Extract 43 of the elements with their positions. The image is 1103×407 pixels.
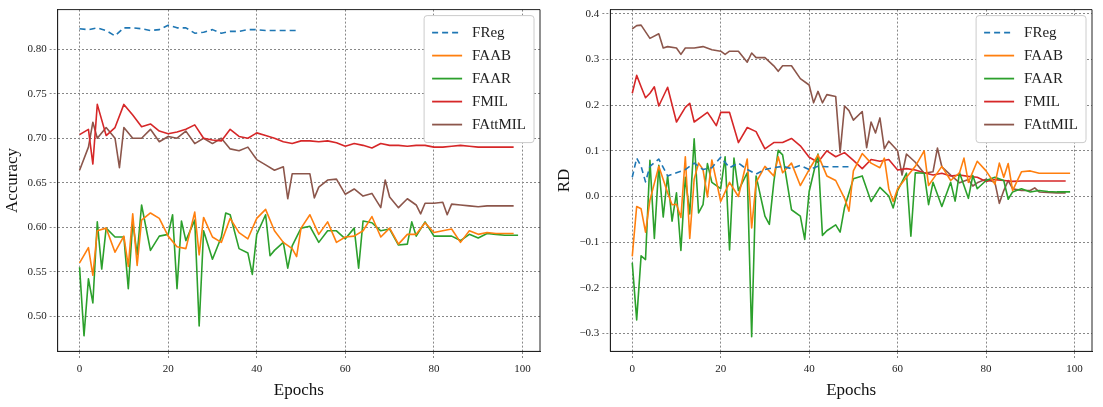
y-axis-title: RD [553, 168, 573, 193]
y-tick-label: 0.2 [585, 97, 600, 110]
legend-label: FAAB [472, 46, 512, 63]
x-axis-title: Epochs [826, 380, 877, 400]
x-tick-label: 80 [980, 361, 993, 374]
y-tick-label: 0.50 [27, 309, 48, 322]
legend-label: FAttMIL [472, 115, 527, 132]
y-tick-label: 0.65 [27, 175, 48, 188]
legend-label: FReg [472, 23, 506, 40]
legend-label: FAAR [1024, 69, 1064, 86]
x-tick-label: 100 [514, 361, 532, 374]
y-tick-label: 0.60 [27, 220, 48, 233]
y-tick-label: −0.3 [579, 326, 600, 339]
y-tick-label: −0.1 [579, 235, 600, 248]
y-tick-label: 0.1 [585, 143, 600, 156]
legend-label: FAAB [1024, 46, 1064, 63]
line-series [631, 156, 850, 183]
legend-label: FAttMIL [1024, 115, 1079, 132]
x-axis-title: Epochs [273, 380, 324, 400]
line-series [78, 24, 298, 37]
legend-label: FMIL [472, 92, 508, 109]
legend-label: FMIL [1024, 92, 1060, 109]
legend-label: FReg [1024, 23, 1058, 40]
y-tick-label: 0.55 [27, 264, 48, 277]
x-tick-label: 0 [629, 361, 636, 374]
x-tick-label: 40 [251, 361, 263, 374]
y-tick-label: 0.4 [585, 6, 600, 19]
y-tick-label: 0.80 [27, 42, 48, 55]
y-tick-label: 0.3 [585, 52, 600, 65]
legend-label: FAAR [472, 69, 512, 86]
x-tick-label: 0 [76, 361, 83, 374]
x-tick-label: 80 [428, 361, 440, 374]
y-tick-label: 0.70 [27, 131, 48, 144]
y-tick-label: 0.75 [27, 86, 48, 99]
x-tick-label: 20 [162, 361, 175, 374]
y-tick-label: 0.0 [585, 189, 600, 202]
x-tick-label: 100 [1066, 361, 1084, 374]
x-tick-label: 40 [803, 361, 816, 374]
y-tick-label: −0.2 [579, 280, 600, 293]
x-tick-label: 60 [892, 361, 904, 374]
x-tick-label: 60 [339, 361, 352, 374]
x-tick-label: 20 [715, 361, 727, 374]
y-axis-title: Accuracy [1, 147, 21, 214]
